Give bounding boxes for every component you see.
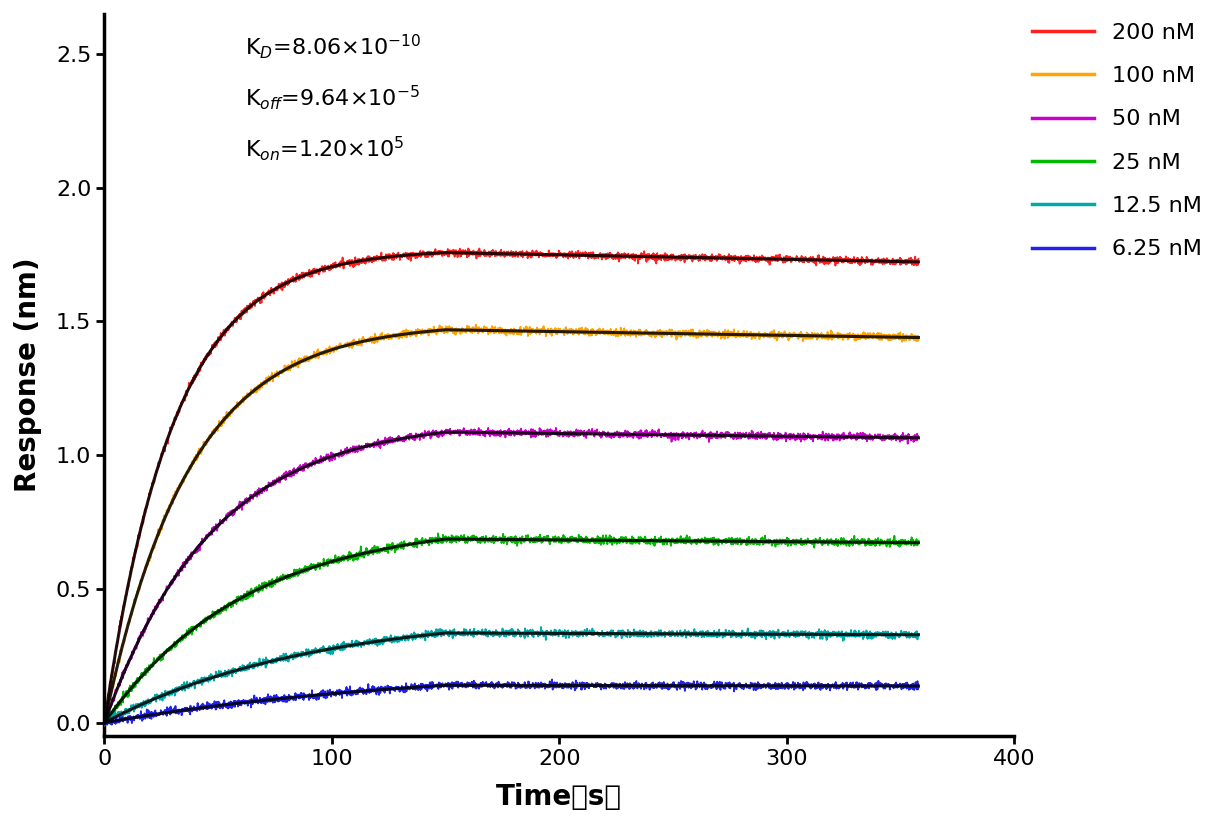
Legend: 200 nM, 100 nM, 50 nM, 25 nM, 12.5 nM, 6.25 nM: 200 nM, 100 nM, 50 nM, 25 nM, 12.5 nM, 6…: [1023, 14, 1210, 268]
Y-axis label: Response (nm): Response (nm): [13, 257, 42, 493]
Text: K$_{D}$=8.06×10$^{-10}$
K$_{off}$=9.64×10$^{-5}$
K$_{on}$=1.20×10$^{5}$: K$_{D}$=8.06×10$^{-10}$ K$_{off}$=9.64×1…: [245, 32, 421, 163]
X-axis label: Time（s）: Time（s）: [496, 783, 622, 811]
